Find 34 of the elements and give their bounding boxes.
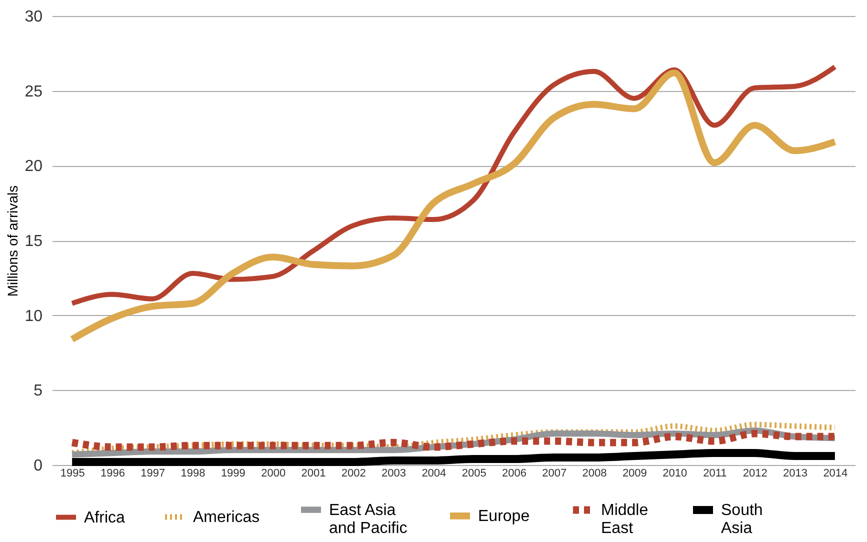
x-tick-label: 1995 bbox=[60, 468, 85, 480]
x-tick-label: 2008 bbox=[582, 468, 607, 480]
legend-label: Europe bbox=[478, 508, 530, 525]
x-tick-label: 1996 bbox=[100, 468, 125, 480]
x-tick-label: 1997 bbox=[140, 468, 166, 480]
x-tick-label: 2007 bbox=[542, 468, 567, 480]
x-tick-label: 1999 bbox=[220, 468, 246, 480]
y-tick-label: 25 bbox=[24, 83, 43, 100]
x-tick-label: 2005 bbox=[462, 468, 486, 480]
legend-label: Africa bbox=[84, 509, 125, 526]
y-tick-label: 15 bbox=[24, 233, 43, 250]
y-tick-label: 0 bbox=[34, 458, 43, 474]
x-tick-label: 2013 bbox=[783, 468, 808, 480]
y-tick-label: 5 bbox=[34, 382, 43, 400]
x-tick-label: 2011 bbox=[703, 468, 727, 480]
legend-label: Americas bbox=[193, 508, 260, 526]
x-tick-label: 2010 bbox=[662, 468, 688, 480]
x-tick-label: 2006 bbox=[502, 468, 526, 480]
y-axis-title: Millions of arrivals bbox=[4, 185, 21, 297]
x-tick-label: 2014 bbox=[823, 468, 848, 480]
y-tick-label: 30 bbox=[24, 8, 43, 26]
x-tick-label: 2000 bbox=[261, 468, 286, 480]
x-tick-label: 2009 bbox=[622, 468, 647, 480]
legend-label: South Asia bbox=[721, 502, 763, 537]
legend-label: East Asia and Pacific bbox=[329, 502, 408, 537]
x-tick-label: 2002 bbox=[341, 468, 366, 480]
x-tick-label: 2012 bbox=[742, 468, 768, 480]
x-tick-label: 1998 bbox=[180, 468, 206, 480]
y-tick-label: 20 bbox=[24, 158, 43, 176]
x-tick-label: 2004 bbox=[422, 468, 446, 480]
legend-label: Middle East bbox=[601, 502, 648, 537]
y-tick-label: 10 bbox=[24, 308, 43, 325]
x-tick-label: 2003 bbox=[382, 468, 406, 480]
x-tick-label: 2001 bbox=[301, 468, 326, 480]
